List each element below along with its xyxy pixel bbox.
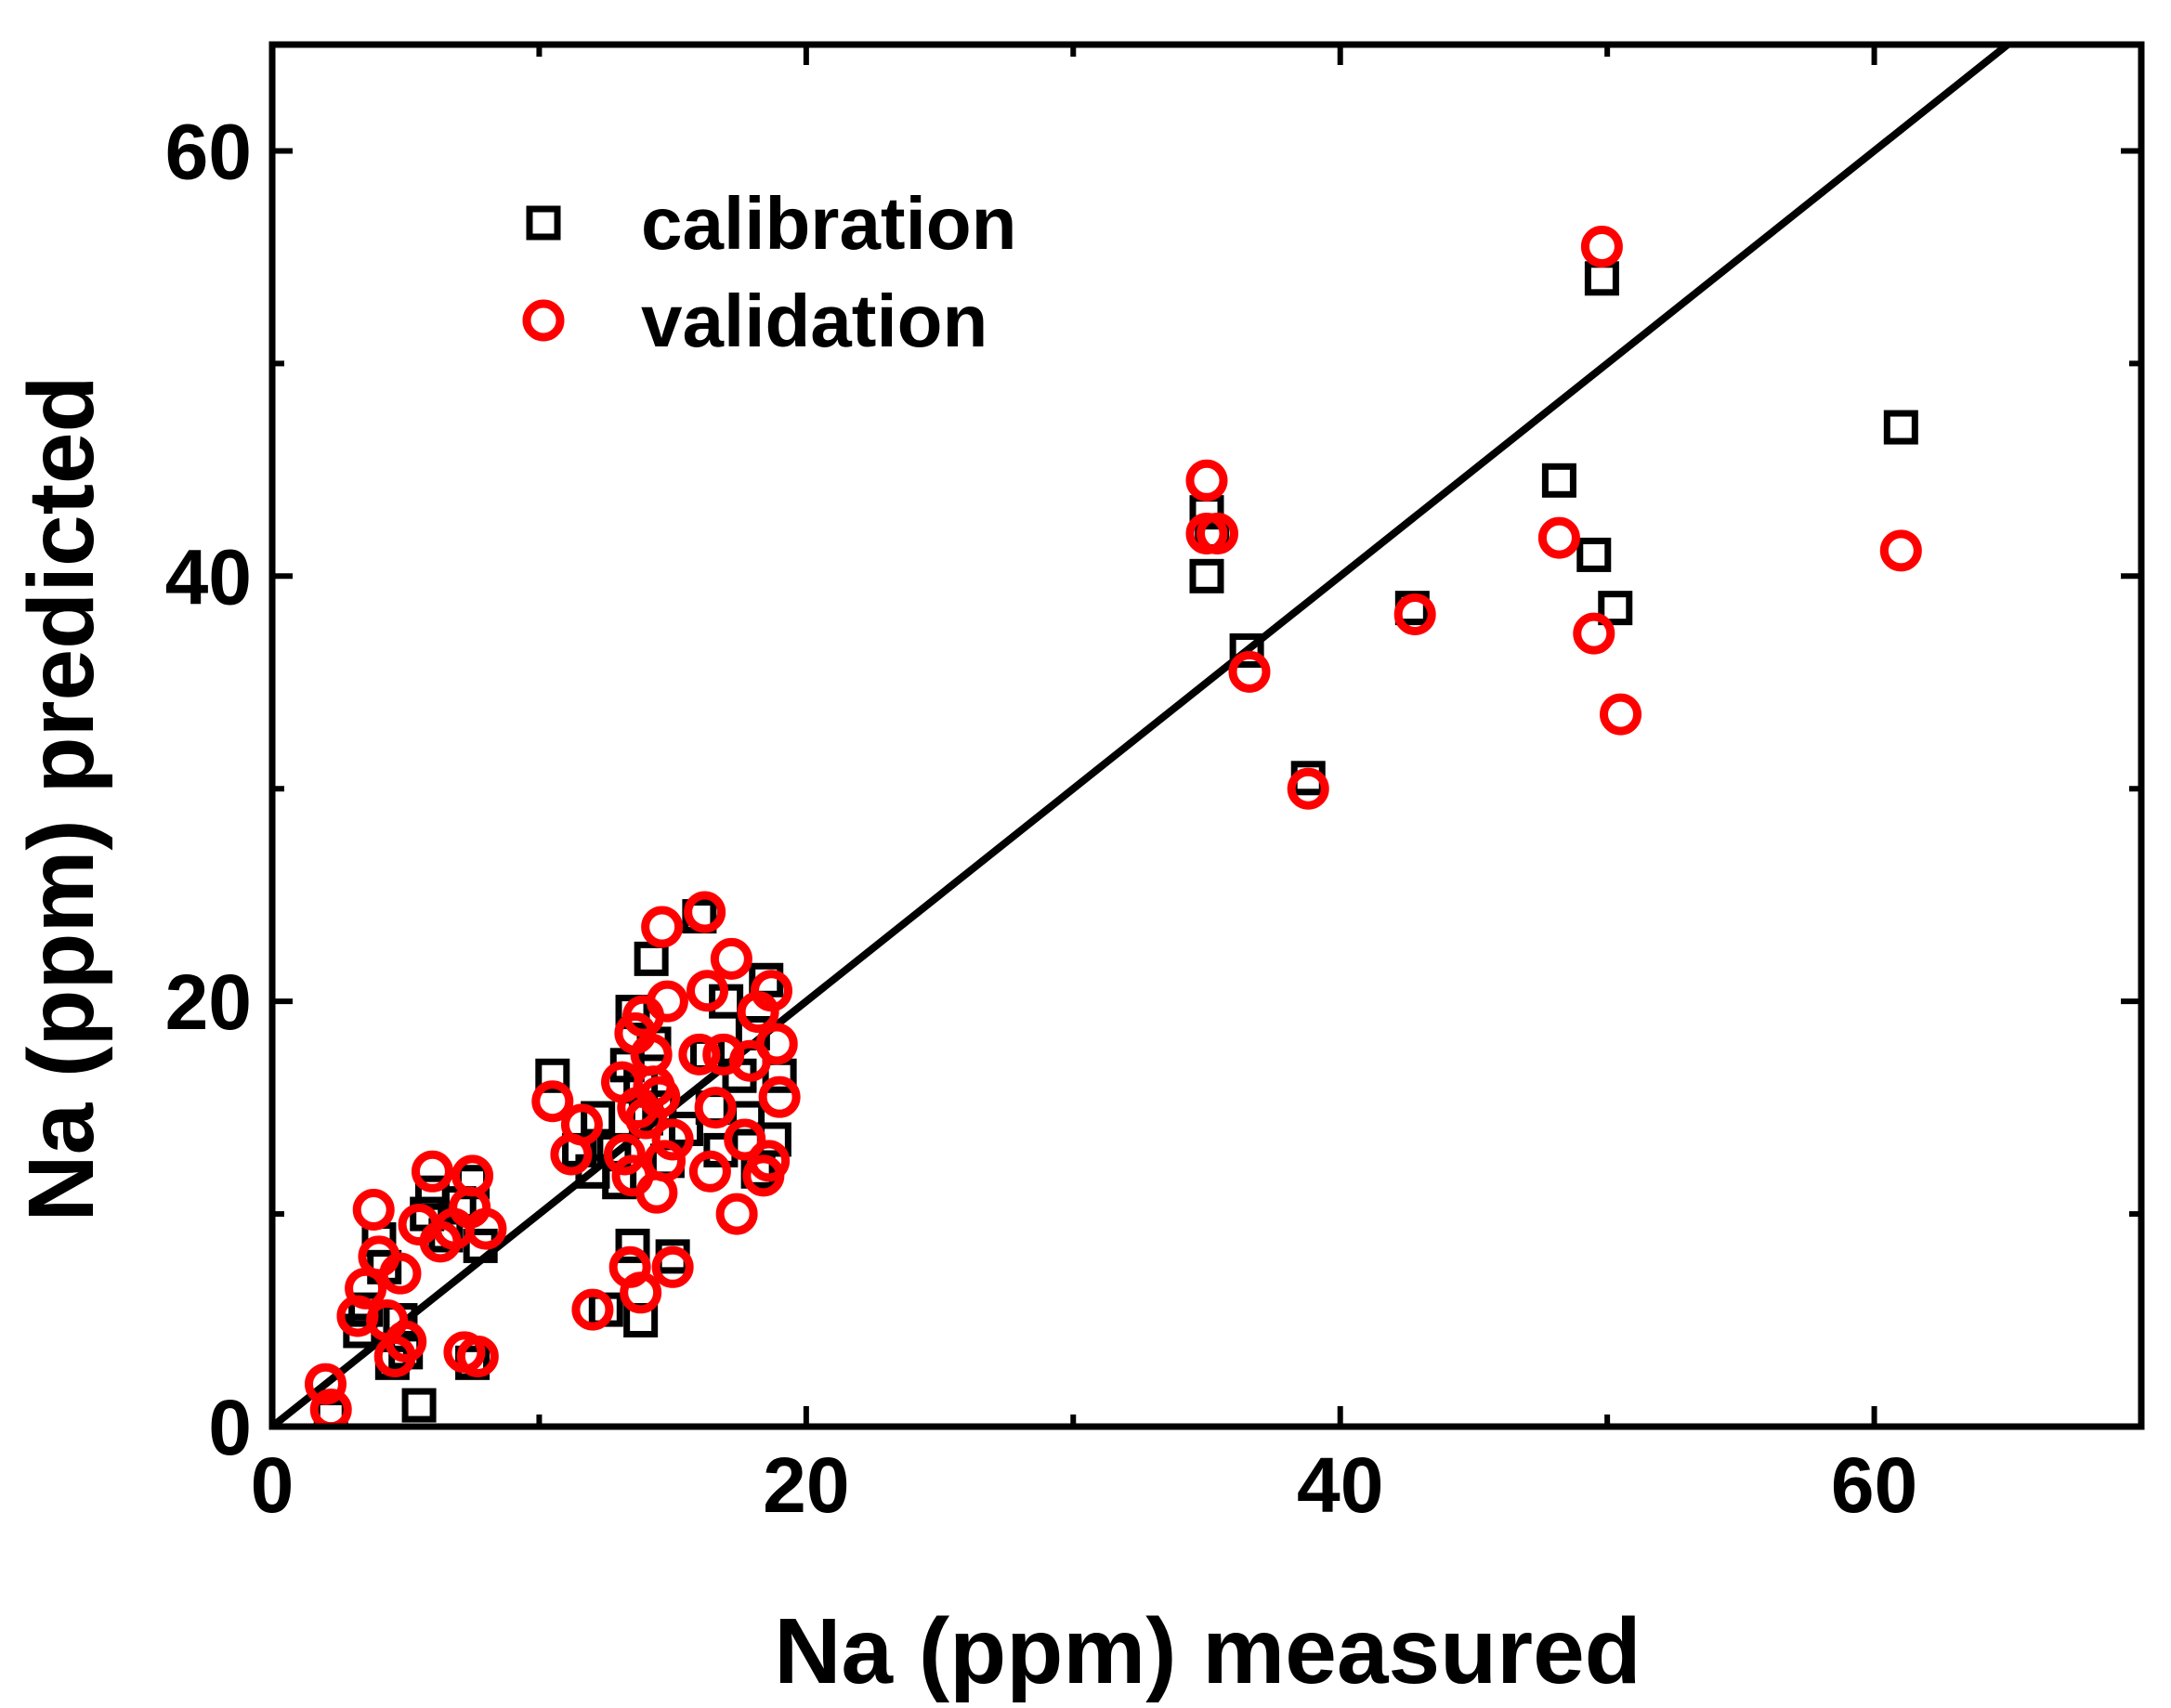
y-tick-label: 60 — [165, 108, 252, 195]
validation-point — [304, 1362, 347, 1405]
x-tick-label: 20 — [763, 1441, 849, 1529]
calibration-point — [615, 1228, 650, 1263]
validation-point — [1573, 612, 1615, 655]
validation-point — [651, 1245, 694, 1288]
validation-point — [620, 1271, 662, 1314]
validation-point — [684, 891, 726, 933]
calibration-point — [634, 941, 669, 976]
validation-point — [755, 1023, 798, 1065]
legend: calibration validation — [522, 182, 1017, 362]
x-tick-label: 40 — [1297, 1441, 1383, 1529]
validation-point — [750, 970, 792, 1012]
calibration-point — [1541, 463, 1576, 498]
calibration-point — [1189, 558, 1224, 593]
x-axis-title: Na (ppm) measured — [774, 1599, 1641, 1703]
calibration-point — [1598, 591, 1633, 626]
validation-point — [724, 1118, 766, 1161]
y-tick-label: 40 — [165, 533, 252, 620]
validation-point — [758, 1076, 801, 1118]
validation-point — [456, 1335, 499, 1377]
y-tick-label: 20 — [165, 958, 252, 1046]
validation-point — [385, 1320, 427, 1362]
x-tick-label: 60 — [1831, 1441, 1917, 1529]
validation-point — [641, 906, 684, 948]
calibration-point — [1576, 537, 1612, 572]
validation-point — [748, 1140, 791, 1182]
validation-point — [1879, 529, 1922, 572]
validation-point — [638, 1076, 681, 1118]
validation-point — [379, 1252, 422, 1295]
validation-point — [1580, 225, 1623, 267]
validation-point — [451, 1154, 494, 1197]
validation-point — [571, 1288, 614, 1331]
calibration-point — [401, 1388, 437, 1423]
validation-point — [411, 1150, 453, 1193]
validation-point — [1287, 767, 1329, 810]
legend-calibration-marker — [526, 205, 561, 241]
validation-point — [1228, 650, 1271, 693]
legend-validation-label: validation — [641, 280, 987, 362]
plot-frame — [268, 41, 2145, 1430]
validation-point — [688, 1150, 731, 1193]
validation-point — [678, 1033, 721, 1076]
validation-point — [644, 1140, 687, 1182]
validation-point — [694, 1087, 737, 1129]
validation-point — [702, 1033, 745, 1076]
validation-point — [1537, 516, 1580, 559]
ticks-group: 0 20 40 60 0 20 40 60 — [165, 45, 2144, 1529]
x-tick-label: 0 — [251, 1441, 294, 1529]
validation-point — [646, 980, 688, 1023]
calibration-point — [535, 1058, 570, 1093]
validation-point — [1185, 459, 1228, 502]
validation-point — [1600, 693, 1642, 736]
validation-point — [651, 1118, 694, 1161]
plot-border — [268, 41, 2145, 1430]
validation-point — [1393, 593, 1436, 636]
calibration-point — [1229, 632, 1264, 668]
legend-calibration-label: calibration — [641, 182, 1017, 265]
validation-point — [352, 1188, 395, 1231]
points-group — [304, 225, 1922, 1427]
calibration-point — [1883, 410, 1918, 445]
reference-line — [269, 41, 2010, 1430]
validation-point — [531, 1080, 574, 1123]
y-axis-title: Na (ppm) predicted — [9, 375, 113, 1221]
validation-point — [715, 1193, 758, 1235]
calibration-point — [1584, 261, 1619, 296]
legend-validation-marker — [522, 299, 565, 342]
validation-point — [710, 937, 752, 980]
validation-point — [687, 970, 729, 1012]
validation-point — [464, 1207, 507, 1250]
validation-point — [603, 1133, 646, 1176]
validation-point — [560, 1103, 603, 1146]
validation-point — [1196, 513, 1238, 555]
reference-line-group — [269, 41, 2010, 1430]
calibration-point — [730, 1101, 765, 1136]
y-tick-label: 0 — [208, 1384, 252, 1471]
